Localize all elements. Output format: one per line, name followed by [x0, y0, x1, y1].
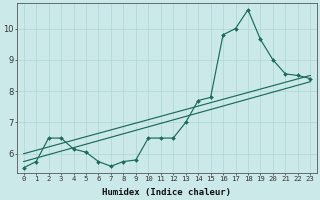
X-axis label: Humidex (Indice chaleur): Humidex (Indice chaleur) — [102, 188, 231, 197]
